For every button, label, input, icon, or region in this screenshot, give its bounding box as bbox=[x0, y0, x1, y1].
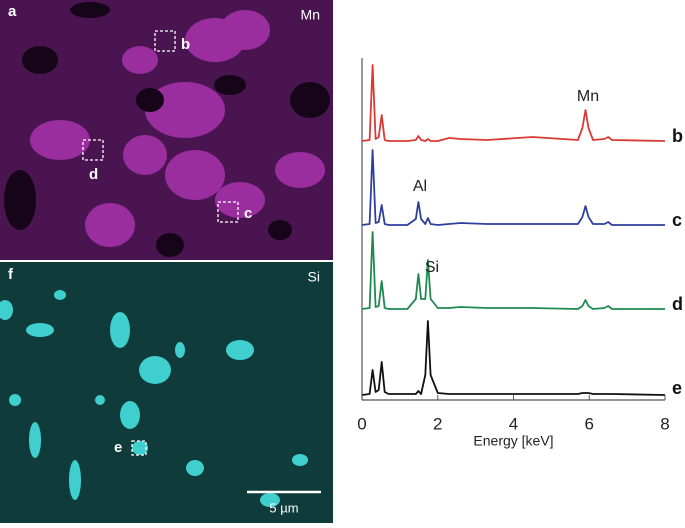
spectrum-line bbox=[361, 320, 666, 396]
spectrum-line bbox=[361, 231, 665, 310]
spectrum-line bbox=[361, 64, 666, 142]
spectrum-label: e bbox=[672, 378, 682, 398]
si-map: f Si e 5 µm bbox=[0, 262, 333, 523]
region-label: c bbox=[244, 205, 252, 222]
region-label: b bbox=[181, 36, 190, 53]
peak-annotation: Mn bbox=[577, 88, 599, 105]
element-label: Mn bbox=[301, 7, 320, 23]
spectrum-line bbox=[361, 149, 665, 226]
peak-annotation: Al bbox=[413, 178, 427, 195]
spectrum-label: d bbox=[672, 294, 683, 314]
panel-label: f bbox=[8, 266, 14, 283]
element-label: Si bbox=[308, 269, 320, 285]
region-box bbox=[82, 139, 104, 161]
region-box bbox=[131, 440, 147, 456]
peak-annotation: Si bbox=[425, 259, 439, 276]
spectrum-label: c bbox=[672, 210, 682, 230]
mn-map: a Mn b c d bbox=[0, 0, 333, 260]
panel-label: a bbox=[8, 3, 17, 20]
region-label: d bbox=[89, 166, 98, 183]
region-box bbox=[154, 30, 176, 52]
region-label: e bbox=[114, 439, 122, 456]
x-tick-label: 8 bbox=[660, 414, 669, 433]
x-tick-label: 2 bbox=[433, 414, 442, 433]
x-tick-label: 4 bbox=[509, 414, 518, 433]
scale-bar-label: 5 µm bbox=[269, 500, 298, 515]
region-box bbox=[217, 201, 239, 223]
x-tick-label: 6 bbox=[585, 414, 594, 433]
x-tick-label: 0 bbox=[357, 414, 366, 433]
x-axis-label: Energy [keV] bbox=[473, 433, 553, 449]
spectrum-label: b bbox=[672, 126, 683, 146]
